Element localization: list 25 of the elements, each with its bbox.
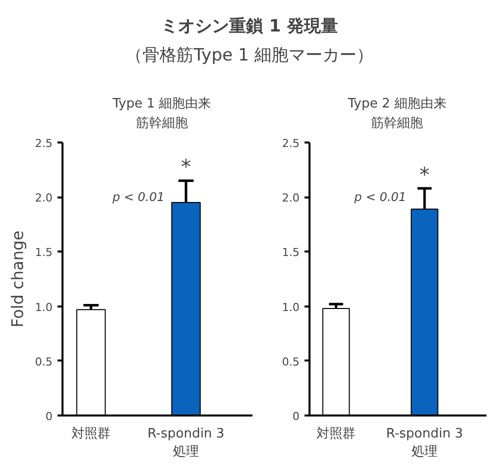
y-tick-label: 2.5	[35, 137, 53, 150]
y-tick-label: 0	[46, 410, 52, 423]
y-tick-label: 2.0	[282, 192, 300, 205]
y-tick-label: 2.5	[282, 137, 300, 150]
y-tick-label: 2.0	[35, 192, 53, 205]
annotation: p < 0.01	[353, 190, 406, 204]
chart-title: Type 2 細胞由来筋幹細胞	[346, 96, 446, 131]
y-tick-label: 0	[292, 410, 300, 423]
annotation: p < 0.01	[111, 190, 165, 204]
x-tick-label: R-spondin 3 処理	[148, 426, 224, 460]
y-tick-label: 0.5	[35, 355, 53, 368]
chart-title: Type 1 細胞由来筋幹細胞	[112, 96, 212, 131]
x-tick-label: 対照群	[72, 426, 110, 442]
x-tick-label: 対照群	[316, 426, 356, 442]
y-tick-label: 1.5	[282, 246, 300, 260]
text: ミオシン重鎖 1 発現量	[161, 16, 338, 36]
annotation: *	[420, 162, 430, 186]
text: （骨格筋Type 1 細胞マーカー）	[126, 46, 374, 66]
x-tick-label: R-spondin 3 処理	[386, 426, 464, 460]
y-tick-label: 1.5	[35, 246, 53, 260]
y-tick-label: 1.0	[282, 300, 300, 314]
annotation: *	[181, 154, 191, 179]
y-tick-label: 0.5	[282, 355, 300, 368]
y-axis-title: Fold change	[8, 230, 28, 328]
y-tick-label: 1.0	[35, 300, 53, 314]
